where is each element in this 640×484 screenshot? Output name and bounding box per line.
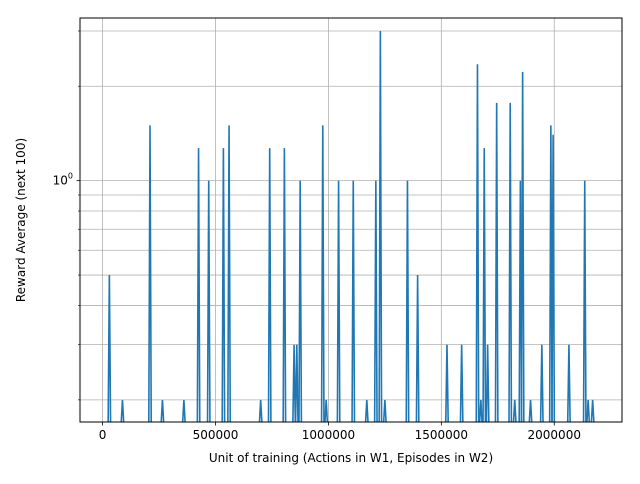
x-tick-label: 2000000 [528,428,581,442]
series-spike [508,102,513,423]
series-spike [566,344,571,423]
series-spike [590,399,595,423]
axes-frame [79,17,623,423]
series-layer [107,30,595,423]
series-spike [320,125,325,423]
x-tick-label: 1500000 [415,428,468,442]
series-spike [520,71,525,423]
series-spike [351,180,356,423]
series-spike [181,399,186,423]
series-spike [494,102,499,423]
series-spike [373,180,378,423]
series-spike [221,148,226,423]
y-tick-label-exponent: 0 [68,172,73,181]
series-spike [292,344,297,423]
series-spike [107,275,112,423]
series-spike [294,344,299,423]
series-spike [206,180,211,423]
series-spike [582,180,587,423]
x-tick-label: 500000 [193,428,239,442]
series-spike [478,399,483,423]
series-spike [382,399,387,423]
series-spike [586,399,591,423]
series-spike [148,125,153,423]
series-spike [196,148,201,423]
series-spike [459,344,464,423]
series-spike [444,344,449,423]
series-spike [415,275,420,423]
series-spike [475,64,480,423]
y-axis-label: Reward Average (next 100) [14,138,28,302]
series-spike [512,399,517,423]
series-spike [336,180,341,423]
series-spike [324,399,329,423]
series-spike [120,399,125,423]
series-spike [267,148,272,423]
series-spike [551,134,556,423]
series-spike [378,30,383,423]
x-tick-label: 0 [99,428,107,442]
x-axis-label: Unit of training (Actions in W1, Episode… [209,451,493,465]
series-spike [160,399,165,423]
series-spike [485,344,490,423]
series-spike [528,399,533,423]
series-spike [282,148,287,423]
series-spike [258,399,263,423]
series-spike [298,180,303,423]
series-spike [364,399,369,423]
x-tick-label: 1000000 [302,428,355,442]
series-spike [482,148,487,423]
series-spike [405,180,410,423]
series-spike [227,125,232,423]
series-spike [539,344,544,423]
